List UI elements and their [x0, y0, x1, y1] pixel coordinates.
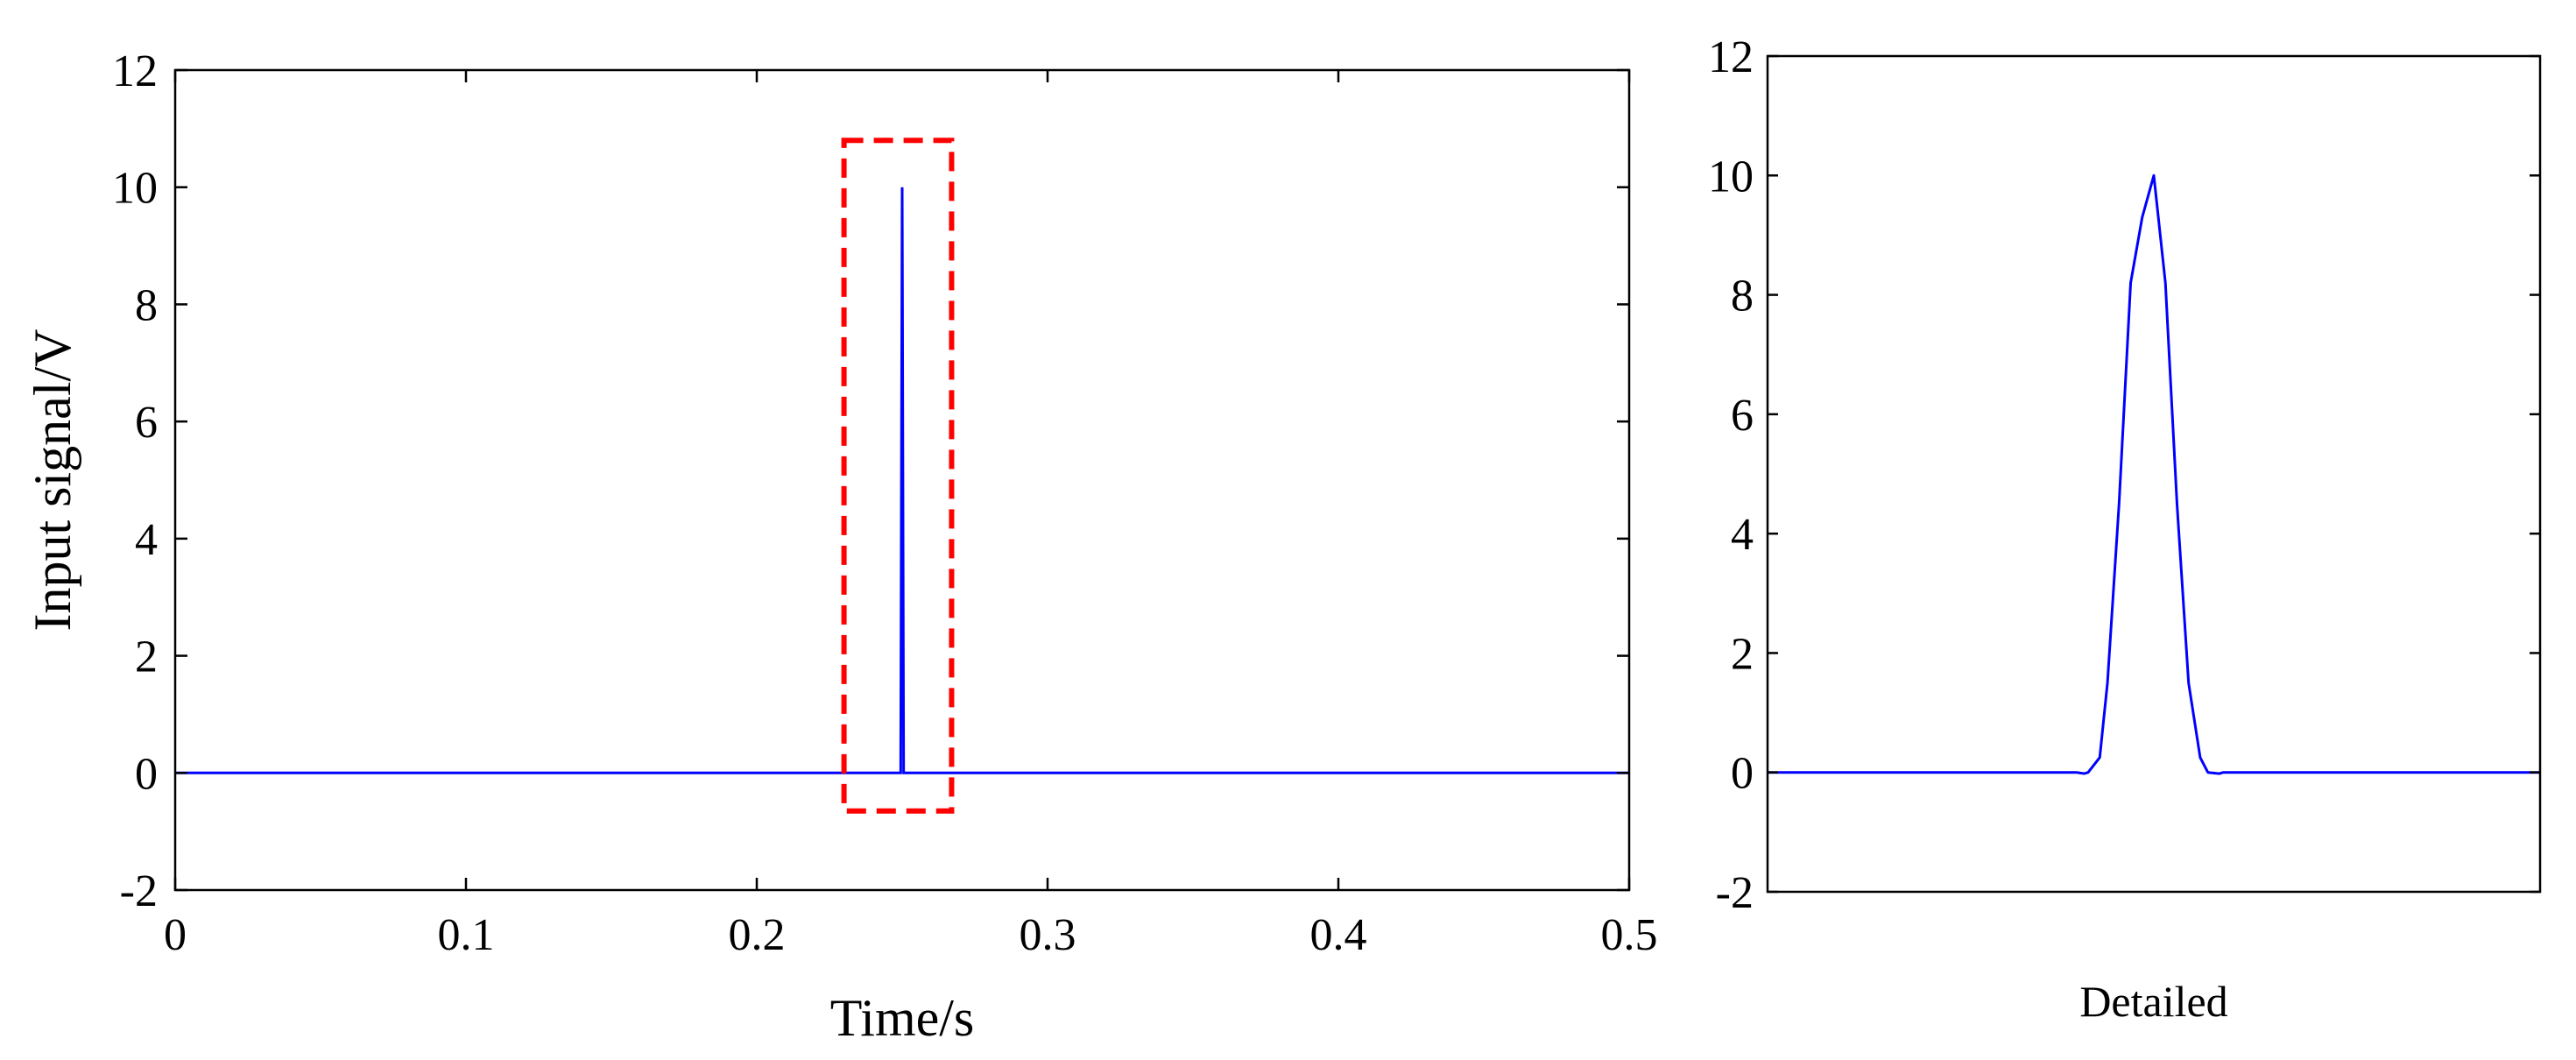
detail-x-axis-title: Detailed	[2079, 977, 2227, 1026]
detail-y-tick-label: 0	[1731, 749, 1754, 799]
signal-series-line	[175, 187, 1629, 774]
y-tick-label: -2	[120, 866, 158, 916]
detail-y-tick-label: -2	[1716, 868, 1754, 918]
x-axis-title: Time/s	[830, 989, 975, 1047]
detail-chart-marks	[1768, 173, 2540, 775]
y-tick-label: 4	[135, 515, 158, 565]
detail-y-tick-label: 12	[1708, 32, 1754, 82]
detail-chart-ticks: -2 0 2 4 6 8 10 12	[1708, 32, 2540, 918]
y-tick-label: 6	[135, 398, 158, 448]
y-tick-label: 12	[112, 46, 158, 96]
x-tick-label: 0.3	[1020, 910, 1076, 960]
main-chart-frame	[173, 68, 1631, 892]
x-tick-label: 0.5	[1601, 910, 1658, 960]
detail-y-tick-label: 4	[1731, 510, 1754, 560]
detail-chart: -2 0 2 4 6 8 10 12 Detailed	[1708, 32, 2542, 1026]
x-tick-label: 0.4	[1310, 910, 1367, 960]
y-tick-label: 2	[135, 632, 158, 682]
detail-y-tick-label: 6	[1731, 391, 1754, 441]
y-tick-label: 8	[135, 280, 158, 330]
detail-y-tick-label: 10	[1708, 152, 1754, 201]
y-axis-title: Input signal/V	[24, 329, 81, 632]
detail-signal-series-line	[1768, 173, 2540, 775]
detail-y-tick-label: 8	[1731, 272, 1754, 322]
y-tick-label: 0	[135, 749, 158, 799]
y-tick-label: 10	[112, 164, 158, 214]
x-tick-label: 0.2	[729, 910, 786, 960]
detail-y-tick-label: 2	[1731, 629, 1754, 679]
x-tick-label: 0.1	[438, 910, 495, 960]
x-tick-label: 0	[164, 910, 187, 960]
detail-chart-frame	[1766, 54, 2542, 894]
main-chart-marks	[175, 138, 1629, 814]
